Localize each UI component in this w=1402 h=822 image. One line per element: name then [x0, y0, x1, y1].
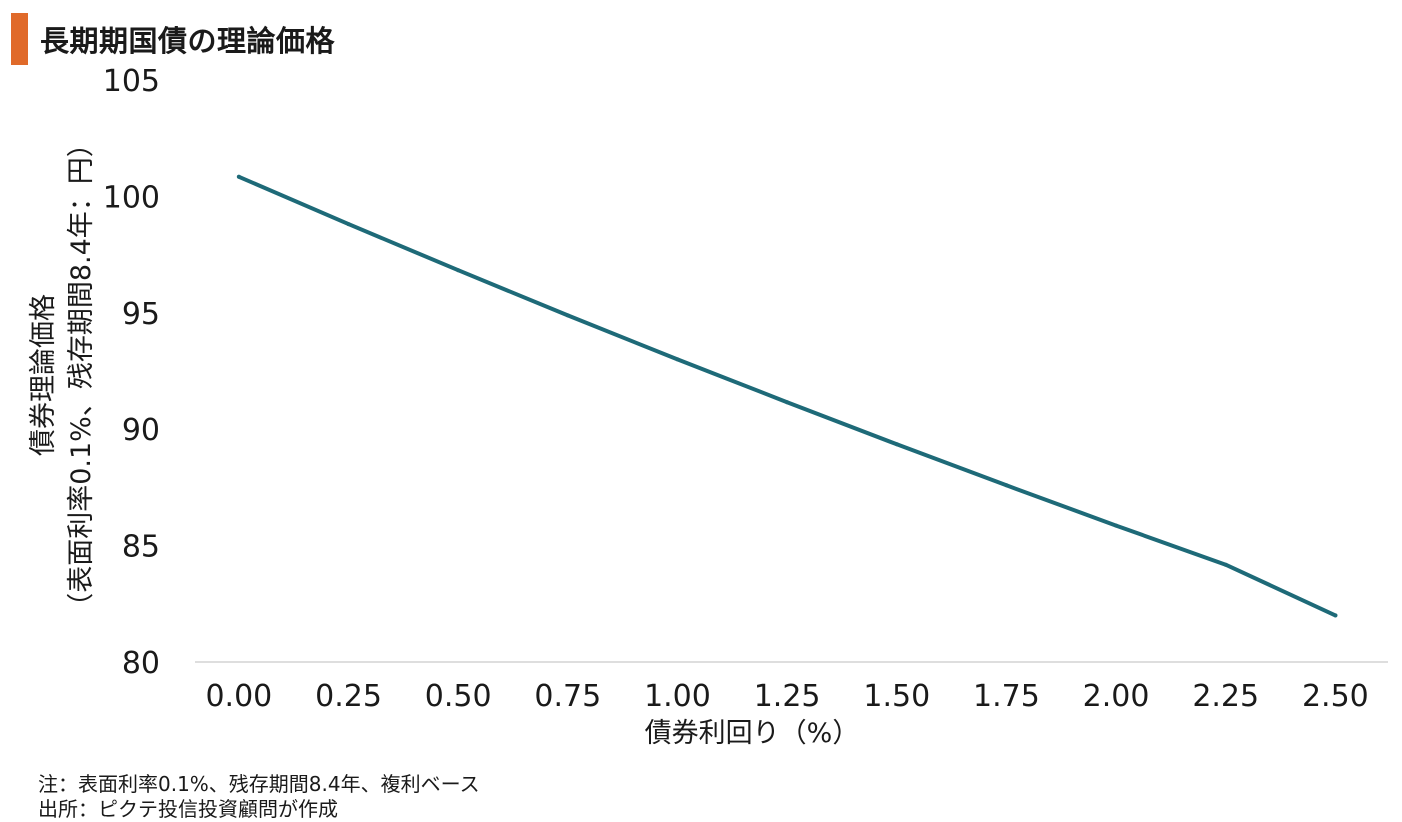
- y-tick-label: 100: [103, 180, 160, 215]
- x-tick-label: 2.00: [1083, 679, 1150, 714]
- y-axis-title-line1: 債券理論価格: [28, 294, 59, 456]
- x-tick-label: 2.25: [1192, 679, 1259, 714]
- data-point: [675, 357, 680, 362]
- series-points: [236, 174, 1338, 618]
- data-point: [346, 222, 351, 227]
- x-tick-label: 0.25: [315, 679, 382, 714]
- y-tick-label: 85: [122, 530, 160, 565]
- series-line: [236, 174, 1338, 618]
- data-point: [894, 442, 899, 447]
- x-tick-label: 0.75: [534, 679, 601, 714]
- y-tick-label: 80: [122, 646, 160, 681]
- source-note: 出所：ピクテ投信投資顧問が作成: [38, 797, 338, 821]
- y-tick-label: 95: [122, 297, 160, 332]
- x-tick-label: 1.75: [973, 679, 1040, 714]
- x-tick-label: 1.25: [754, 679, 821, 714]
- data-point: [1004, 483, 1009, 488]
- y-axis-ticks: 80 85 90 95 100 105: [103, 64, 160, 681]
- title-accent-bar: [11, 13, 28, 65]
- x-axis-ticks: 0.00 0.25 0.50 0.75 1.00 1.25 1.50 1.75 2.00 2.25…: [205, 679, 1368, 714]
- x-tick-label: 1.50: [863, 679, 930, 714]
- x-tick-label: 0.00: [205, 679, 272, 714]
- x-tick-label: 0.50: [425, 679, 492, 714]
- x-tick-label: 2.50: [1302, 679, 1369, 714]
- x-axis-title: 債券利回り（%）: [645, 718, 860, 749]
- data-point: [1333, 613, 1338, 618]
- data-point: [785, 400, 790, 405]
- x-tick-label: 1.00: [644, 679, 711, 714]
- data-point: [1223, 562, 1228, 567]
- data-point: [456, 268, 461, 273]
- chart-title: 長期期国債の理論価格: [40, 24, 336, 58]
- footnote: 注：表面利率0.1%、残存期間8.4年、複利ベース: [38, 772, 480, 796]
- data-point: [236, 174, 241, 179]
- y-tick-label: 90: [122, 413, 160, 448]
- y-tick-label: 105: [103, 64, 160, 99]
- data-point: [1114, 523, 1119, 528]
- data-point: [565, 313, 570, 318]
- y-axis-title-line2: （表面利率0.1%、残存期間8.4年：円）: [66, 130, 97, 620]
